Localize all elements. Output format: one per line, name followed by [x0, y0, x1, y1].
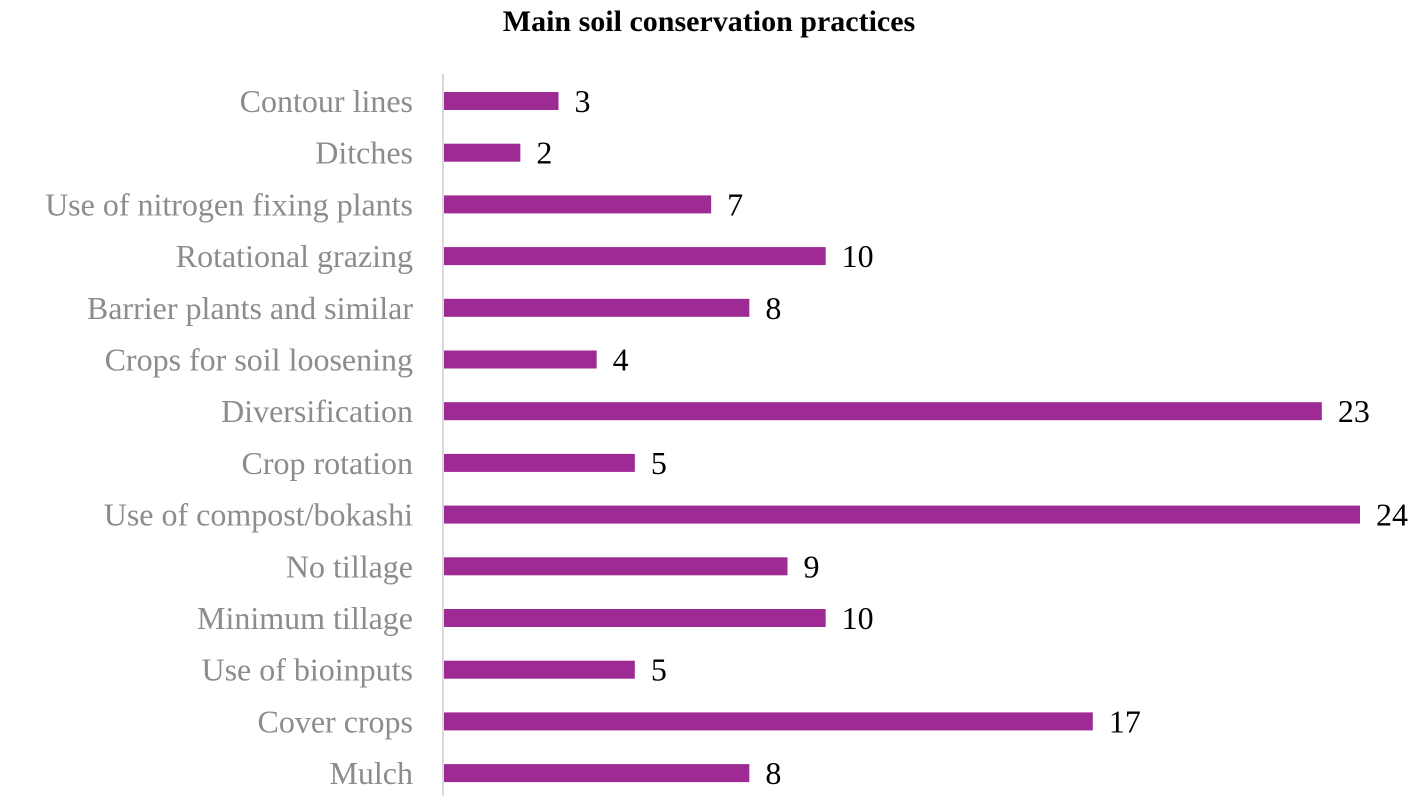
category-label: Crop rotation — [241, 445, 413, 481]
value-label: 3 — [575, 83, 591, 119]
chart-title: Main soil conservation practices — [502, 5, 916, 38]
value-label: 23 — [1338, 393, 1370, 429]
category-label: Mulch — [329, 755, 413, 791]
value-label: 5 — [651, 445, 667, 481]
value-label: 9 — [804, 548, 820, 584]
category-label: No tillage — [286, 548, 413, 584]
value-label: 10 — [842, 600, 874, 636]
bar — [444, 92, 559, 110]
category-label: Diversification — [221, 393, 413, 429]
category-label: Use of compost/bokashi — [104, 497, 413, 533]
value-label: 5 — [651, 652, 667, 688]
bars-group — [444, 92, 1360, 783]
category-label: Barrier plants and similar — [87, 290, 413, 326]
bar — [444, 609, 826, 627]
bar — [444, 402, 1322, 421]
bar — [444, 505, 1360, 524]
bar — [444, 660, 635, 679]
bar — [444, 712, 1093, 731]
category-labels: Contour lines Ditches Use of nitrogen fixi… — [45, 83, 413, 791]
category-label: Contour lines — [240, 83, 413, 119]
bar — [444, 195, 712, 214]
bar — [444, 453, 635, 472]
value-label: 4 — [613, 342, 629, 378]
category-label: Crops for soil loosening — [105, 342, 413, 378]
category-label: Rotational grazing — [176, 238, 413, 274]
value-label: 24 — [1376, 497, 1408, 533]
value-label: 17 — [1109, 703, 1141, 739]
bar — [444, 247, 826, 266]
bar — [444, 764, 750, 783]
category-label: Minimum tillage — [197, 600, 413, 636]
bar — [444, 298, 750, 317]
value-label: 2 — [536, 135, 552, 171]
category-label: Cover crops — [257, 703, 413, 739]
value-label: 10 — [842, 238, 874, 274]
bar — [444, 557, 788, 576]
category-label: Ditches — [315, 135, 413, 171]
category-label: Use of bioinputs — [201, 652, 413, 688]
value-labels: 32 7 10 8 4 23 5 24 9 10 5 17 8 — [536, 83, 1408, 791]
bar — [444, 350, 597, 369]
value-label: 8 — [765, 755, 781, 791]
value-label: 7 — [727, 186, 743, 222]
value-label: 8 — [765, 290, 781, 326]
category-label: Use of nitrogen fixing plants — [45, 186, 413, 222]
bar — [444, 143, 521, 162]
